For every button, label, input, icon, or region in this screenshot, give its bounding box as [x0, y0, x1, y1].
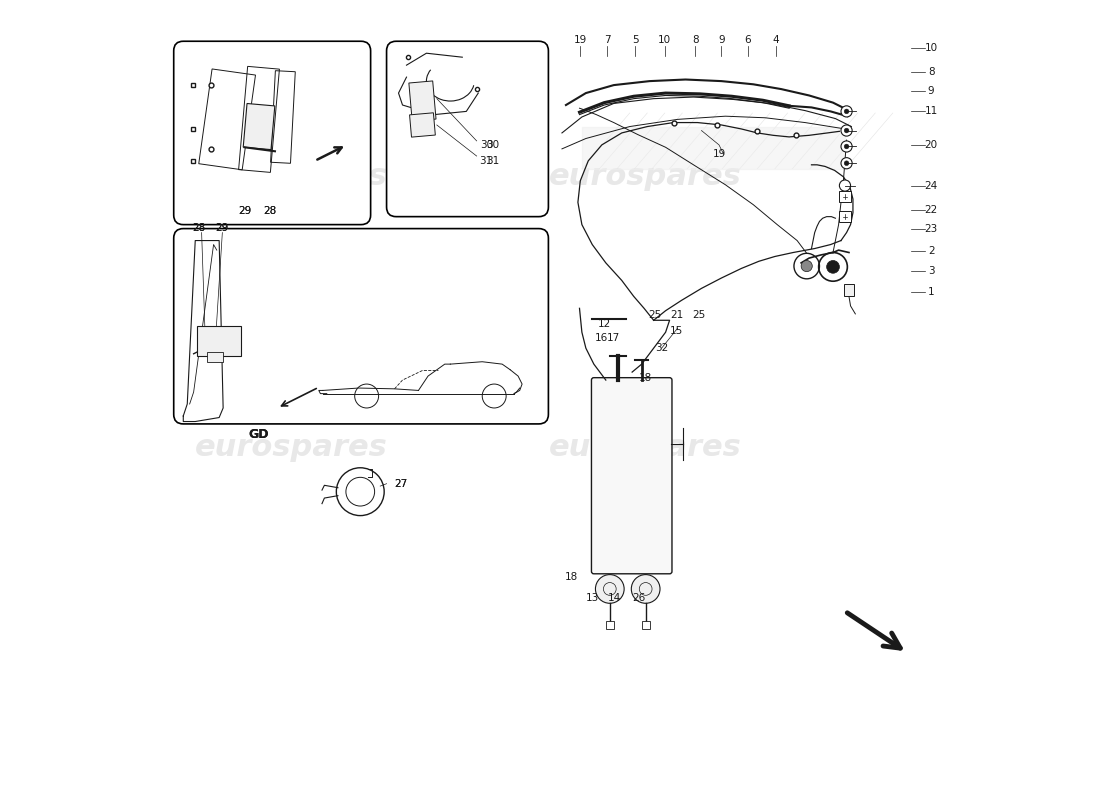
Text: eurospares: eurospares	[195, 162, 387, 191]
Text: 31: 31	[486, 156, 499, 166]
Bar	[207, 352, 223, 362]
Text: 19: 19	[713, 150, 726, 159]
Text: 10: 10	[658, 34, 671, 45]
Text: 24: 24	[924, 182, 937, 191]
Bar	[641, 621, 650, 629]
FancyBboxPatch shape	[174, 42, 371, 225]
Text: 18: 18	[565, 572, 579, 582]
Text: eurospares: eurospares	[549, 434, 742, 462]
Text: 15: 15	[669, 326, 683, 336]
Circle shape	[844, 144, 849, 149]
Text: 29: 29	[238, 206, 251, 216]
Text: 30: 30	[486, 140, 499, 150]
Text: GD: GD	[249, 428, 270, 441]
Bar	[606, 621, 614, 629]
Polygon shape	[243, 103, 275, 150]
Circle shape	[595, 574, 624, 603]
Text: 25: 25	[648, 310, 661, 320]
Circle shape	[801, 261, 812, 272]
Text: 27: 27	[394, 478, 407, 489]
Text: 12: 12	[597, 319, 611, 330]
Circle shape	[842, 106, 852, 117]
FancyBboxPatch shape	[386, 42, 549, 217]
Text: 14: 14	[608, 593, 622, 602]
Circle shape	[839, 180, 850, 191]
Text: 29: 29	[216, 223, 229, 233]
Bar	[197, 326, 241, 356]
Text: 9: 9	[718, 34, 725, 45]
Text: 30: 30	[480, 140, 493, 150]
Text: 19: 19	[574, 34, 587, 45]
Text: 28: 28	[192, 223, 206, 233]
Text: 9: 9	[927, 86, 934, 96]
Circle shape	[631, 574, 660, 603]
Circle shape	[844, 109, 849, 114]
Text: 3: 3	[927, 266, 934, 276]
Circle shape	[842, 158, 852, 169]
Text: 29: 29	[216, 223, 229, 233]
Text: GD: GD	[249, 428, 270, 441]
Text: 28: 28	[192, 223, 206, 233]
Text: 7: 7	[604, 34, 611, 45]
Text: eurospares: eurospares	[195, 434, 387, 462]
Text: 17: 17	[607, 333, 620, 343]
Text: 20: 20	[924, 140, 937, 150]
Bar	[839, 211, 850, 222]
Circle shape	[844, 161, 849, 166]
Text: 28: 28	[263, 206, 276, 216]
Text: 5: 5	[632, 34, 639, 45]
Text: 18: 18	[639, 374, 652, 383]
Text: 28: 28	[263, 206, 276, 216]
Text: 8: 8	[927, 66, 934, 77]
Text: 6: 6	[745, 34, 751, 45]
Text: 22: 22	[924, 206, 937, 215]
Text: 8: 8	[692, 34, 698, 45]
Text: 10: 10	[924, 42, 937, 53]
Text: 13: 13	[585, 593, 598, 602]
Text: 23: 23	[924, 224, 937, 234]
FancyBboxPatch shape	[174, 229, 549, 424]
Polygon shape	[409, 113, 436, 137]
Circle shape	[842, 125, 852, 136]
Text: 16: 16	[594, 333, 607, 343]
Text: 1: 1	[927, 287, 934, 298]
Text: 21: 21	[670, 310, 683, 320]
Text: 29: 29	[238, 206, 251, 216]
Circle shape	[826, 261, 839, 274]
Text: 32: 32	[654, 343, 668, 353]
Text: 25: 25	[693, 310, 706, 320]
FancyBboxPatch shape	[592, 378, 672, 574]
Bar	[839, 191, 850, 202]
Text: 31: 31	[480, 156, 493, 166]
Text: 27: 27	[394, 478, 407, 489]
Polygon shape	[409, 81, 436, 121]
Text: 4: 4	[772, 34, 779, 45]
Circle shape	[844, 128, 849, 133]
Text: 11: 11	[924, 106, 937, 117]
Text: 2: 2	[927, 246, 934, 256]
Circle shape	[842, 141, 852, 152]
Text: eurospares: eurospares	[549, 162, 742, 191]
Text: 26: 26	[632, 593, 646, 602]
Bar	[844, 284, 854, 296]
